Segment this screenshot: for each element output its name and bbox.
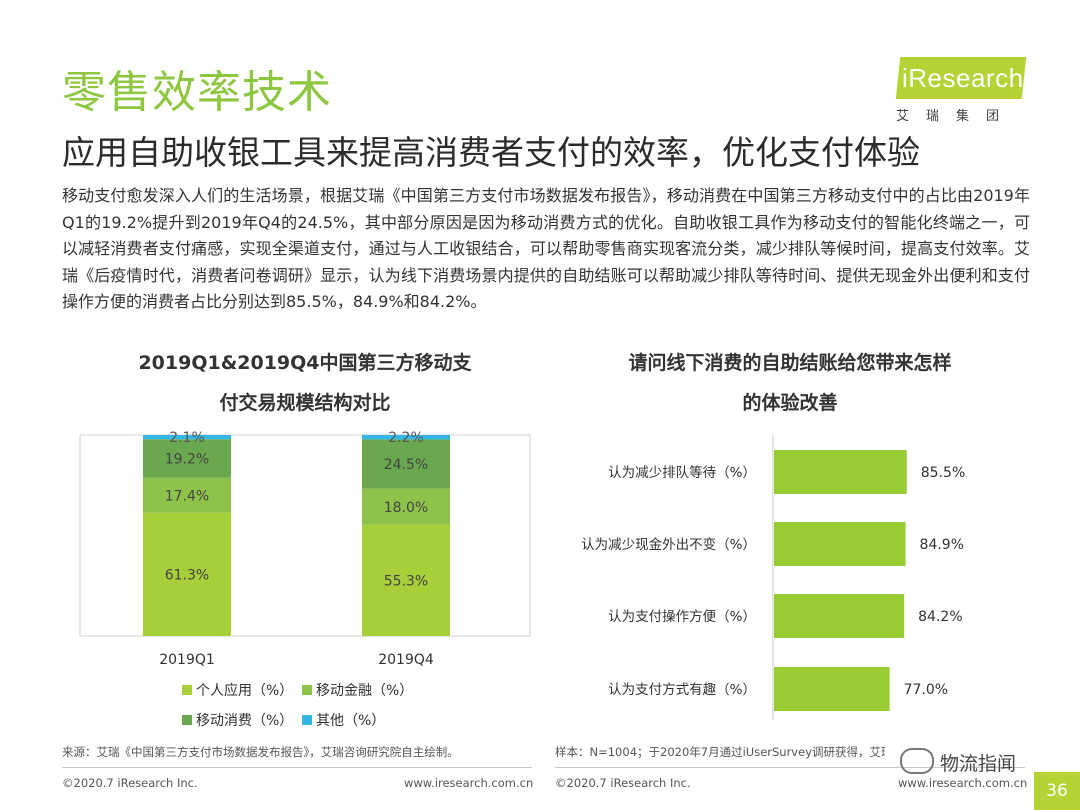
hbar-category-label: 认为支付方式有趣（%） <box>608 682 756 698</box>
watermark: 物流指闻 <box>900 748 1016 776</box>
page-title: 零售效率技术 <box>62 67 332 118</box>
bar-segment <box>362 435 450 440</box>
watermark-text: 物流指闻 <box>940 753 1017 775</box>
iresearch-logo: iResearch 艾瑞集团 <box>892 57 1032 127</box>
hbar-value-label: 77.0% <box>904 682 948 698</box>
data-label: 2.2% <box>388 430 424 446</box>
x-tick-label: 2019Q1 <box>159 652 215 668</box>
data-label: 17.4% <box>165 488 209 504</box>
hbar <box>774 667 890 711</box>
data-label: 55.3% <box>384 573 428 589</box>
legend-item-personal: 个人应用（%） <box>182 680 293 700</box>
legend-item-other: 其他（%） <box>302 710 385 730</box>
hbar-category-label: 认为支付操作方便（%） <box>608 609 756 625</box>
plot-frame <box>79 434 531 637</box>
bar-segment <box>362 439 450 489</box>
hbar-value-label: 85.5% <box>921 465 965 481</box>
footer-divider-left <box>62 767 532 768</box>
hbar-category-label: 认为减少现金外出不变（%） <box>581 537 756 553</box>
legend-label: 个人应用（%） <box>196 683 294 699</box>
right-chart-title: 请问线下消费的自助结账给您带来怎样 的体验改善 <box>560 343 1020 423</box>
logo-text: iResearch <box>902 63 1024 93</box>
right-chart-title-line1: 请问线下消费的自助结账给您带来怎样 <box>628 352 952 374</box>
hbar-category-label: 认为减少排队等待（%） <box>608 464 756 481</box>
bar-segment <box>143 512 231 636</box>
page-number: 36 <box>1034 772 1080 810</box>
data-label: 24.5% <box>384 457 428 473</box>
legend-swatch <box>302 685 312 695</box>
body-paragraph: 移动支付愈发深入人们的生活场景，根据艾瑞《中国第三方支付市场数据发布报告》，移动… <box>62 186 1030 311</box>
legend-item-consumption: 移动消费（%） <box>182 710 293 730</box>
legend-swatch <box>182 715 192 725</box>
hbar-value-label: 84.2% <box>918 609 962 625</box>
website-right: www.iresearch.com.cn <box>898 776 1028 790</box>
hbar-value-label: 84.9% <box>920 537 964 553</box>
source-note-left: 来源：艾瑞《中国第三方支付市场数据发布报告》，艾瑞咨询研究院自主绘制。 <box>62 745 459 759</box>
footer-divider-right <box>555 767 1025 768</box>
x-tick-label: 2019Q4 <box>378 652 434 668</box>
hbar <box>774 450 907 494</box>
bar-segment <box>362 488 450 525</box>
bar-segment <box>143 477 231 513</box>
bar-segment <box>143 439 231 478</box>
left-chart-title-line1: 2019Q1&2019Q4中国第三方移动支 <box>138 352 472 374</box>
legend-item-finance: 移动金融（%） <box>302 680 413 700</box>
data-label: 18.0% <box>384 500 428 516</box>
copyright-left: ©2020.7 iResearch Inc. <box>62 776 198 790</box>
right-chart-title-line2: 的体验改善 <box>742 392 838 414</box>
data-label: 2.1% <box>169 430 205 446</box>
hbar <box>774 594 905 638</box>
left-chart-title-line2: 付交易规模结构对比 <box>219 392 391 414</box>
hbar <box>774 522 906 566</box>
copyright-right: ©2020.7 iResearch Inc. <box>555 776 691 790</box>
legend-label: 移动金融（%） <box>316 683 414 699</box>
legend-swatch <box>182 685 192 695</box>
legend-swatch <box>302 715 312 725</box>
legend-label: 其他（%） <box>316 713 386 729</box>
page-subtitle: 应用自助收银工具来提高消费者支付的效率，优化支付体验 <box>62 133 920 172</box>
legend-label: 移动消费（%） <box>196 713 294 729</box>
data-label: 61.3% <box>165 567 209 583</box>
wechat-icon <box>900 748 934 774</box>
source-note-right: 样本：N=1004；于2020年7月通过iUserSurvey调研获得，艾瑞咨询… <box>555 745 885 759</box>
left-chart-title: 2019Q1&2019Q4中国第三方移动支 付交易规模结构对比 <box>80 343 530 423</box>
website-left: www.iresearch.com.cn <box>404 776 534 790</box>
bar-segment <box>143 435 231 440</box>
bar-segment <box>362 524 450 636</box>
logo-subtext: 艾瑞集团 <box>896 109 1017 124</box>
data-label: 19.2% <box>165 452 209 468</box>
